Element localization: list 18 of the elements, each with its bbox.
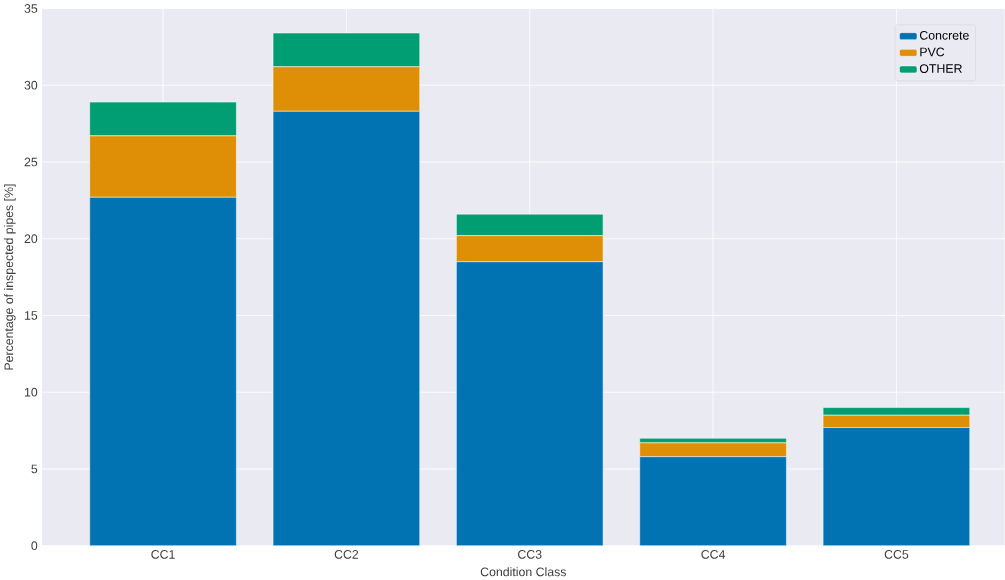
y-tick-label: 20 [24, 234, 38, 243]
x-axis-title: Condition Class [480, 567, 567, 577]
legend-label: PVC [920, 47, 945, 57]
y-tick-label: 0 [31, 541, 38, 550]
y-tick-label: 25 [24, 157, 38, 167]
x-tick-label: CC3 [518, 549, 542, 559]
x-tick-label: CC5 [884, 549, 909, 559]
y-tick-label: 15 [24, 311, 38, 320]
x-tick-label: CC2 [334, 549, 359, 559]
legend-label: Concrete [919, 30, 969, 40]
y-tick-label: 35 [24, 3, 38, 13]
x-tick-label: CC4 [701, 549, 726, 559]
y-tick-label: 10 [24, 387, 38, 397]
x-tick-label: CC1 [151, 549, 175, 559]
legend-label: OTHER [919, 64, 962, 73]
y-axis-title: Percentage of inspected pipes [%] [4, 184, 16, 370]
y-tick-label: 30 [24, 80, 38, 90]
y-tick-label: 5 [31, 464, 38, 474]
